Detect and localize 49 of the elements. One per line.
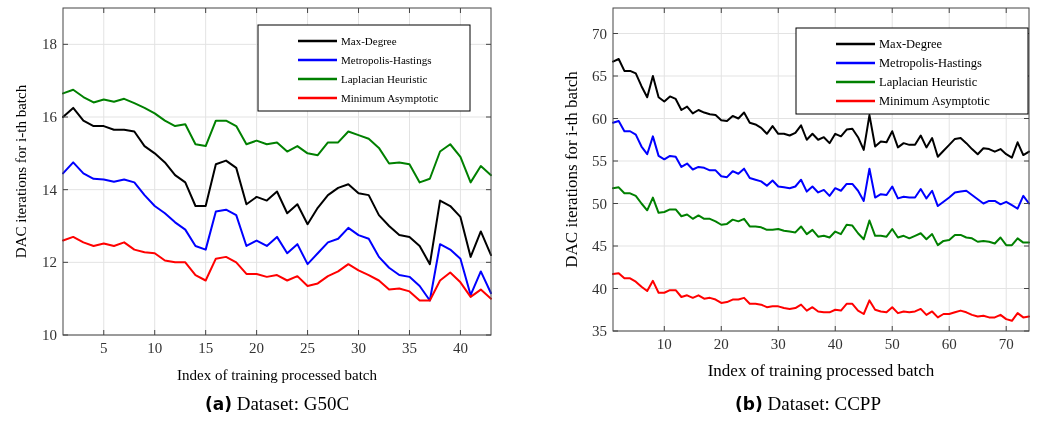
line-series <box>612 272 1030 322</box>
legend-label: Metropolis-Hastings <box>879 56 982 70</box>
x-tick-label: 60 <box>941 336 957 352</box>
y-tick-label: 60 <box>592 110 607 127</box>
y-tick-label: 70 <box>592 25 607 42</box>
line-series <box>62 161 492 302</box>
legend-label: Metropolis-Hastings <box>341 54 432 66</box>
legend-label: Minimum Asymptotic <box>879 94 991 108</box>
y-tick-label: 14 <box>42 181 58 198</box>
y-tick-label: 65 <box>592 68 607 84</box>
legend-label: Minimum Asymptotic <box>341 92 439 104</box>
x-axis-title: Index of training processed batch <box>707 361 935 380</box>
x-tick-label: 40 <box>827 336 843 352</box>
x-tick-label: 40 <box>452 340 468 356</box>
x-tick-label: 30 <box>351 340 367 356</box>
x-tick-label: 20 <box>249 340 265 356</box>
x-tick-label: 50 <box>884 336 900 352</box>
x-tick-label: 25 <box>300 340 316 356</box>
x-axis-title: Index of training processed batch <box>177 367 378 383</box>
y-tick-label: 45 <box>592 238 607 254</box>
x-tick-label: 20 <box>713 336 729 352</box>
line-series <box>612 186 1030 247</box>
line-series <box>612 58 1030 159</box>
x-tick-label: 10 <box>147 340 163 356</box>
line-series <box>62 88 492 184</box>
line-series <box>62 106 492 266</box>
y-axis-title: DAC iterations for i-th batch <box>562 70 581 268</box>
y-tick-label: 18 <box>42 36 57 53</box>
y-tick-label: 35 <box>592 323 607 339</box>
legend-label: Max-Degree <box>341 35 397 47</box>
x-tick-label: 15 <box>198 340 214 356</box>
text: (b) Dataset: CCPP <box>735 393 881 414</box>
x-tick-label: 10 <box>656 336 672 352</box>
y-tick-label: 50 <box>592 195 607 212</box>
y-tick-label: 16 <box>42 109 58 125</box>
x-tick-label: 30 <box>770 336 786 352</box>
legend-label: Laplacian Heuristic <box>341 73 428 85</box>
line-series <box>612 120 1030 210</box>
x-tick-label: 5 <box>100 340 108 356</box>
legend-label: Laplacian Heuristic <box>879 75 978 89</box>
y-axis-title: DAC iterations for i-th batch <box>13 84 29 259</box>
y-tick-label: 55 <box>592 153 607 169</box>
line-series <box>62 235 492 302</box>
y-tick-label: 40 <box>592 280 607 297</box>
text: (a) Dataset: G50C <box>204 393 350 414</box>
legend-label: Max-Degree <box>879 37 943 51</box>
x-tick-label: 70 <box>998 336 1014 352</box>
y-tick-label: 12 <box>42 254 57 271</box>
x-tick-label: 35 <box>401 340 417 356</box>
